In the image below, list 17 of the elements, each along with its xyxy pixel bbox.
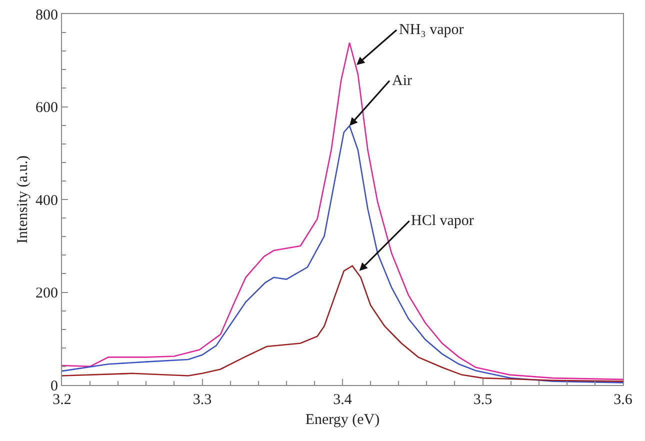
line-series: [62, 265, 623, 382]
y-axis-title: Intensity (a.u.): [14, 156, 31, 244]
x-tick-label: 3.4: [333, 392, 352, 408]
annotation: Air: [392, 73, 412, 89]
annotation: HCl vapor: [411, 213, 474, 229]
y-tick-label: 600: [36, 100, 58, 116]
x-tick-label: 3.2: [52, 392, 72, 408]
y-tick-label: 0: [50, 378, 58, 394]
y-tick-label: 200: [36, 286, 58, 302]
x-axis-title: Energy (eV): [305, 412, 380, 428]
line-series: [62, 42, 623, 380]
x-tick-label: 3.3: [192, 392, 212, 408]
y-tick-label: 800: [36, 7, 58, 24]
y-tick-label: 400: [36, 192, 58, 209]
x-tick-label: 3.5: [473, 392, 492, 408]
x-tick-label: 3.6: [614, 392, 633, 408]
annotation: NH₃ vapor: [399, 22, 464, 38]
